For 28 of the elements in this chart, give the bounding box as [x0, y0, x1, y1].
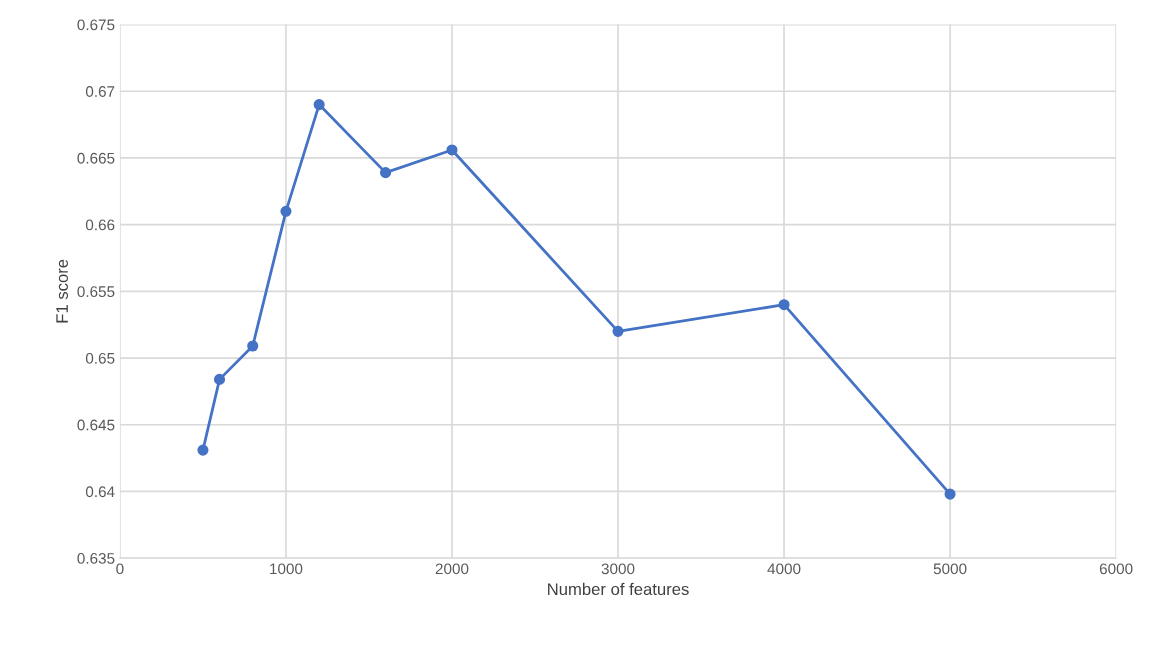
x-tick-label: 2000 — [435, 563, 469, 575]
point — [778, 299, 790, 311]
y-tick-label: 0.635 — [77, 553, 115, 564]
point — [313, 99, 325, 111]
x-tick-label: 3000 — [601, 563, 635, 575]
point — [612, 325, 624, 337]
x-axis-title: Number of features — [548, 582, 689, 596]
x-tick-label: 4000 — [767, 563, 801, 575]
y-tick-label: 0.64 — [85, 486, 115, 498]
point — [380, 167, 392, 179]
point — [247, 340, 259, 352]
y-tick-label: 0.66 — [85, 219, 115, 231]
point — [213, 373, 226, 385]
point — [446, 144, 458, 156]
y-tick-label: 0.665 — [77, 152, 115, 164]
point — [280, 205, 292, 217]
x-tick-label: 1000 — [270, 563, 303, 575]
x-tick-label: 6000 — [1099, 563, 1133, 575]
y-axis-title: F1 score — [56, 259, 68, 323]
point — [944, 488, 956, 500]
y-tick-label: 0.655 — [77, 286, 115, 298]
y-tick-label: 0.645 — [77, 419, 115, 431]
y-tick-label: 0.67 — [85, 86, 115, 97]
x-tick-label: 5000 — [933, 563, 967, 575]
x-tick-label: 0 — [116, 563, 124, 575]
y-tick-label: 0.675 — [77, 19, 115, 31]
y-tick-label: 0.65 — [85, 352, 115, 364]
point — [197, 444, 209, 456]
